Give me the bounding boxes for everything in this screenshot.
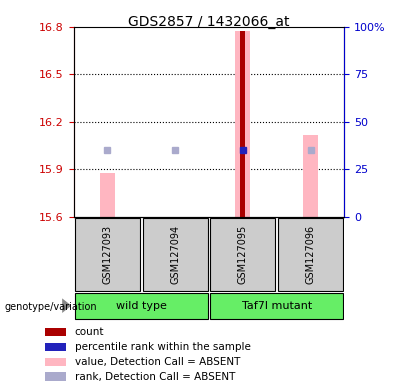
Text: GSM127093: GSM127093 (102, 225, 113, 284)
Bar (45, 328, 66, 336)
Text: GSM127094: GSM127094 (170, 225, 180, 284)
Bar (75, 293, 207, 319)
Text: percentile rank within the sample: percentile rank within the sample (75, 342, 251, 352)
Bar (235, 31, 250, 217)
Bar (100, 174, 115, 217)
Text: count: count (75, 327, 104, 337)
Text: GDS2857 / 1432066_at: GDS2857 / 1432066_at (128, 15, 290, 29)
Text: wild type: wild type (116, 301, 167, 311)
Bar (45, 343, 66, 351)
Bar (240, 31, 245, 217)
Text: genotype/variation: genotype/variation (4, 302, 97, 312)
Text: GSM127096: GSM127096 (305, 225, 315, 284)
Bar (142, 218, 207, 291)
Bar (210, 218, 276, 291)
Text: value, Detection Call = ABSENT: value, Detection Call = ABSENT (75, 357, 240, 367)
Text: GSM127095: GSM127095 (238, 225, 248, 284)
Bar (278, 218, 343, 291)
Bar (75, 218, 140, 291)
Text: rank, Detection Call = ABSENT: rank, Detection Call = ABSENT (75, 372, 235, 382)
Bar (45, 358, 66, 366)
Bar (303, 134, 318, 217)
Bar (45, 372, 66, 381)
Text: Taf7l mutant: Taf7l mutant (241, 301, 312, 311)
Bar (210, 293, 343, 319)
Polygon shape (62, 298, 71, 313)
